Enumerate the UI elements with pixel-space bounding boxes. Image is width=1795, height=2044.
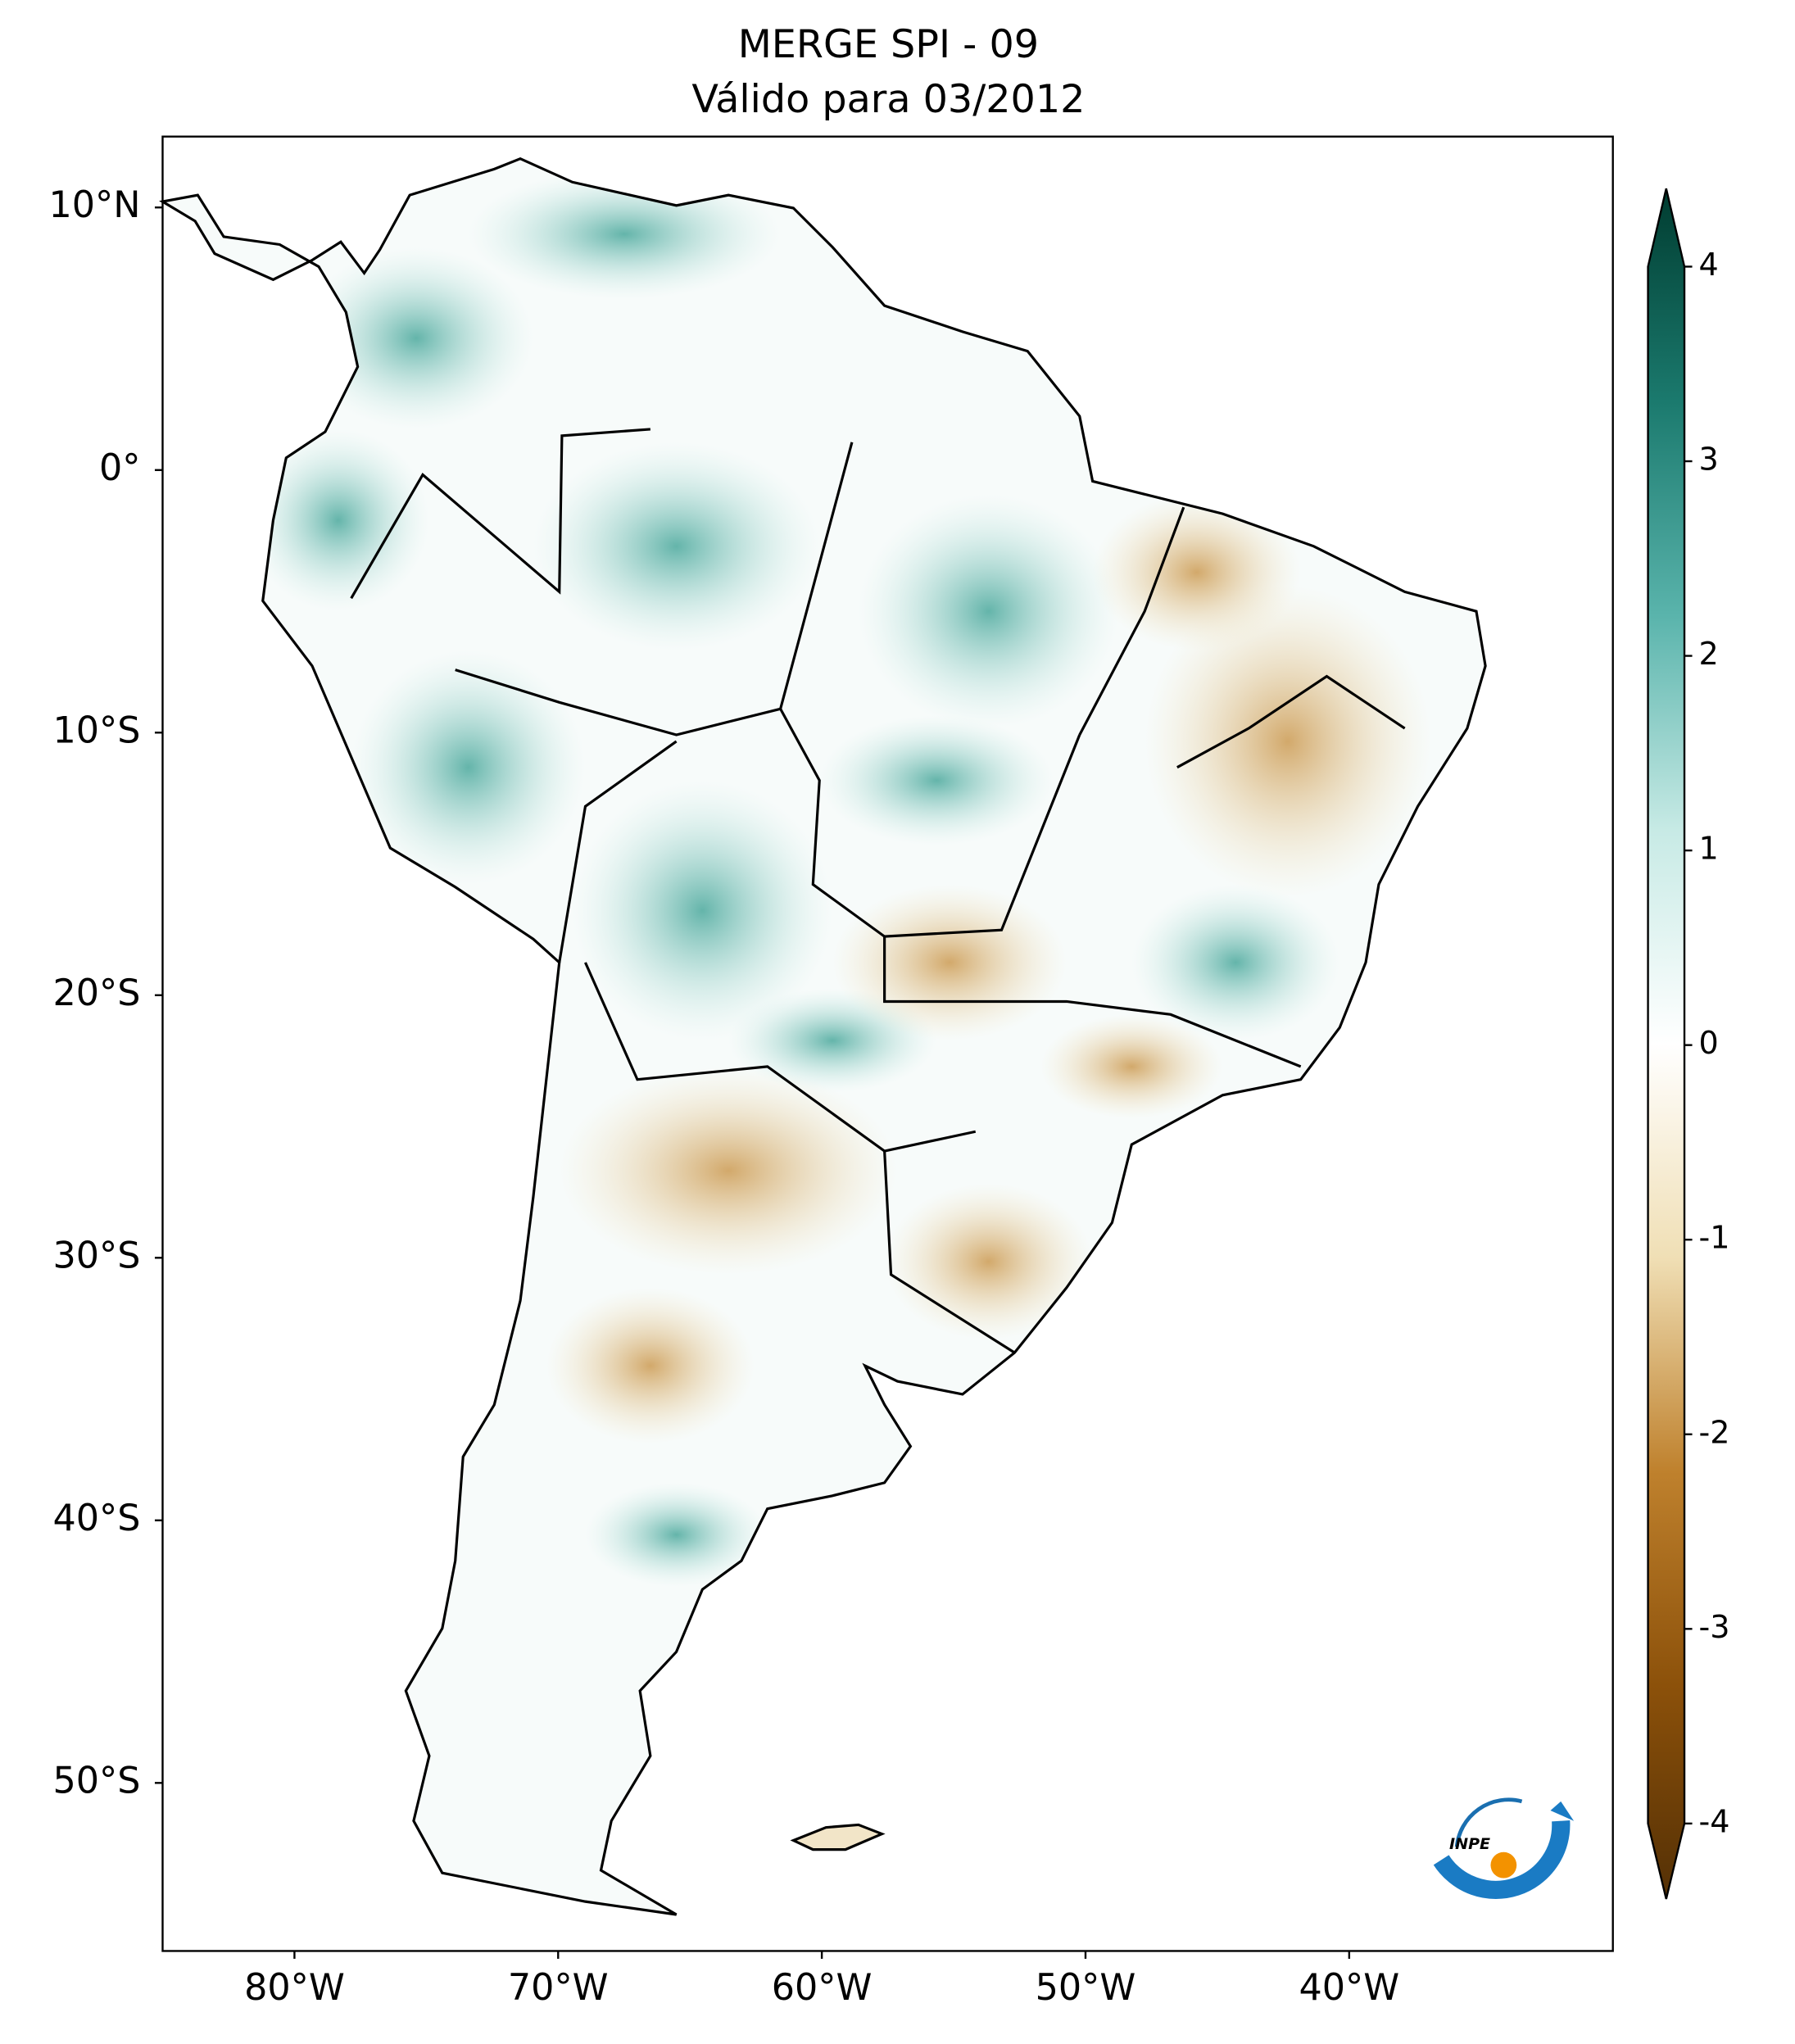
colorbar-tick-label: 2 xyxy=(1698,636,1718,672)
y-tick-label: 50°S xyxy=(53,1760,141,1802)
x-tick-label: 40°W xyxy=(1299,1967,1399,2009)
falklands xyxy=(790,1823,886,1851)
y-tick-label: 10°S xyxy=(53,709,141,751)
subtitle: Válido para 03/2012 xyxy=(691,77,1085,122)
colorbar-tick-label: -4 xyxy=(1698,1803,1729,1839)
logo-text: INPE xyxy=(1449,1835,1490,1853)
x-tick-label: 80°W xyxy=(244,1967,345,2009)
colorbar-tick-label: -1 xyxy=(1698,1220,1729,1256)
title: MERGE SPI - 09 xyxy=(738,22,1039,67)
y-tick-label: 10°N xyxy=(48,184,140,226)
colorbar-tick-label: -3 xyxy=(1698,1609,1729,1645)
inpe-logo: INPE xyxy=(1433,1797,1575,1899)
colorbar xyxy=(1647,188,1686,1900)
colorbar-tick-label: 4 xyxy=(1698,247,1718,283)
colorbar-tick-label: 3 xyxy=(1698,442,1718,478)
y-tick-label: 0° xyxy=(99,447,141,489)
colorbar-tick-label: -2 xyxy=(1698,1414,1729,1450)
map-frame xyxy=(161,135,1614,1952)
y-tick-label: 30°S xyxy=(53,1235,141,1276)
x-tick-label: 60°W xyxy=(772,1967,873,2009)
borders xyxy=(350,428,1406,1354)
colorbar-tick-label: 0 xyxy=(1698,1025,1718,1061)
y-tick-label: 40°S xyxy=(53,1498,141,1539)
y-tick-label: 20°S xyxy=(53,972,141,1014)
x-tick-label: 70°W xyxy=(508,1967,609,2009)
x-tick-label: 50°W xyxy=(1036,1967,1136,2009)
colorbar-tick-label: 1 xyxy=(1698,831,1718,867)
